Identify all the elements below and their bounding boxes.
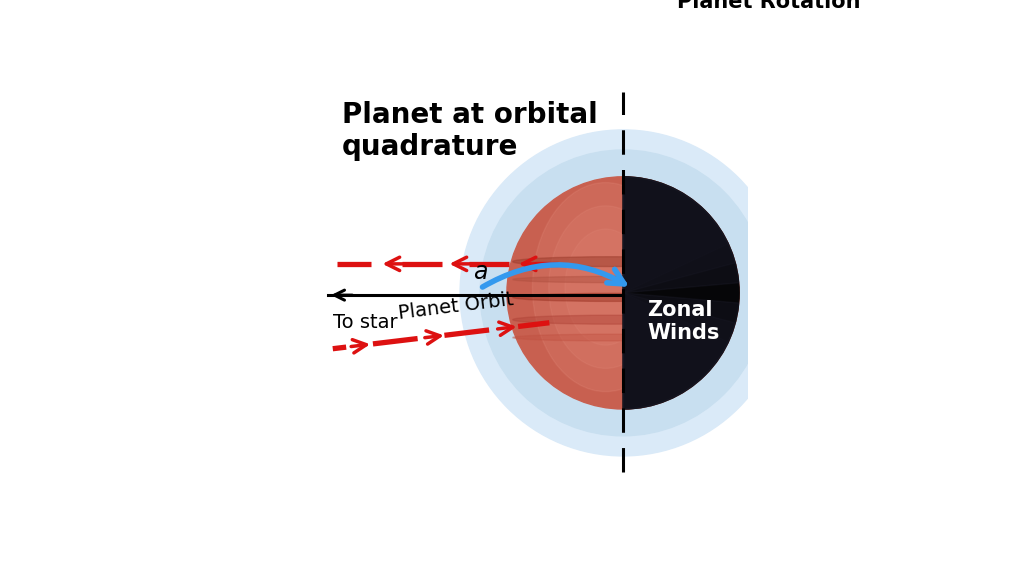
Text: Planet Rotation: Planet Rotation xyxy=(677,0,860,12)
Wedge shape xyxy=(623,293,728,409)
Wedge shape xyxy=(623,293,738,409)
Circle shape xyxy=(460,130,786,456)
Ellipse shape xyxy=(513,334,710,341)
Ellipse shape xyxy=(513,257,710,267)
Wedge shape xyxy=(623,177,739,409)
Ellipse shape xyxy=(513,293,710,302)
Text: Planet at orbital
quadrature: Planet at orbital quadrature xyxy=(342,101,597,161)
Wedge shape xyxy=(623,177,735,293)
Wedge shape xyxy=(623,177,728,293)
Circle shape xyxy=(507,177,739,409)
Ellipse shape xyxy=(513,277,710,282)
Text: To star: To star xyxy=(333,313,397,332)
Ellipse shape xyxy=(565,229,646,345)
Text: Zonal
Winds: Zonal Winds xyxy=(647,300,720,343)
Text: Planet Orbit: Planet Orbit xyxy=(397,290,515,323)
Ellipse shape xyxy=(549,206,663,368)
Wedge shape xyxy=(623,177,738,293)
Ellipse shape xyxy=(513,316,710,324)
Ellipse shape xyxy=(532,183,679,392)
Wedge shape xyxy=(623,293,735,409)
Text: a: a xyxy=(473,260,487,284)
Circle shape xyxy=(480,150,766,436)
